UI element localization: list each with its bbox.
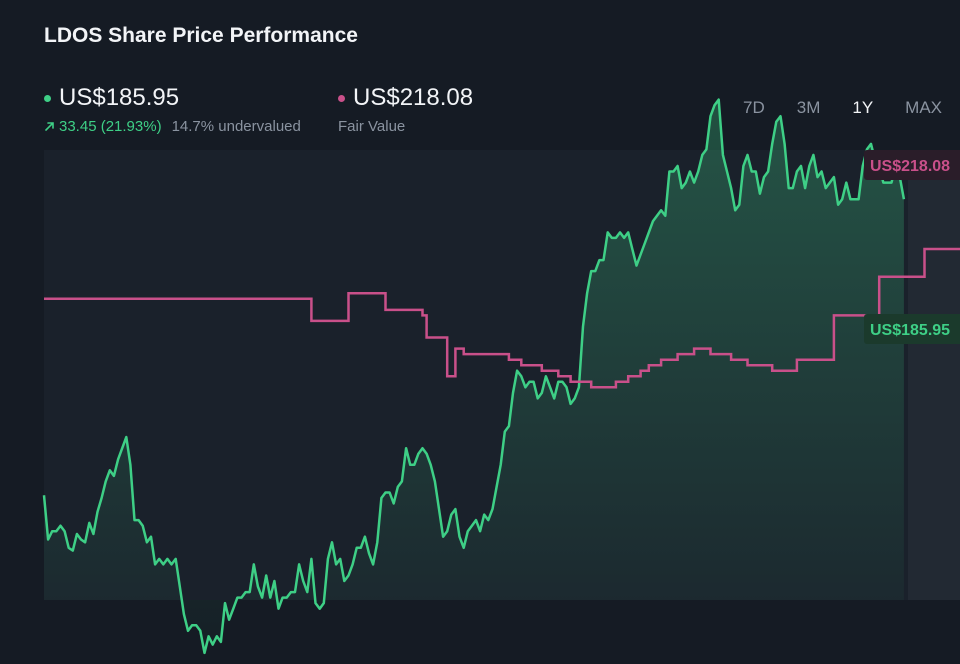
fair-value-price: US$218.08	[353, 84, 474, 111]
svg-text:US$185.95: US$185.95	[870, 322, 950, 339]
forecast-shade	[908, 150, 960, 600]
share-price-line	[42, 98, 906, 655]
arrow-up-right-icon	[45, 122, 54, 131]
period-tabs: 7D 3M 1Y MAX	[743, 98, 942, 118]
price-change-value: 33.45 (21.93%)	[59, 118, 162, 135]
current-price-value: US$185.95	[59, 84, 180, 111]
tab-7d[interactable]: 7D	[743, 98, 765, 117]
chart-title: LDOS Share Price Performance	[44, 24, 358, 47]
tab-1y[interactable]: 1Y	[852, 98, 874, 117]
fair-value-dot-icon	[338, 94, 345, 102]
fair-value-label: Fair Value	[338, 118, 406, 135]
fair-value-end-label: US$218.08	[864, 150, 960, 180]
current-price-dot-icon	[44, 94, 51, 102]
share-price-area	[44, 99, 904, 653]
tab-max[interactable]: MAX	[905, 98, 942, 117]
fair-value-block: US$218.08 Fair Value	[338, 84, 473, 135]
share-price-end-label: US$185.95	[864, 314, 960, 344]
svg-text:US$218.08: US$218.08	[870, 158, 950, 175]
fair-value-line	[44, 247, 960, 389]
tab-3m[interactable]: 3M	[796, 98, 821, 117]
valuation-label: 14.7% undervalued	[171, 118, 301, 135]
current-price-block: US$185.95 33.45 (21.93%) 14.7% undervalu…	[44, 84, 301, 135]
price-change: 33.45 (21.93%)	[44, 118, 162, 135]
